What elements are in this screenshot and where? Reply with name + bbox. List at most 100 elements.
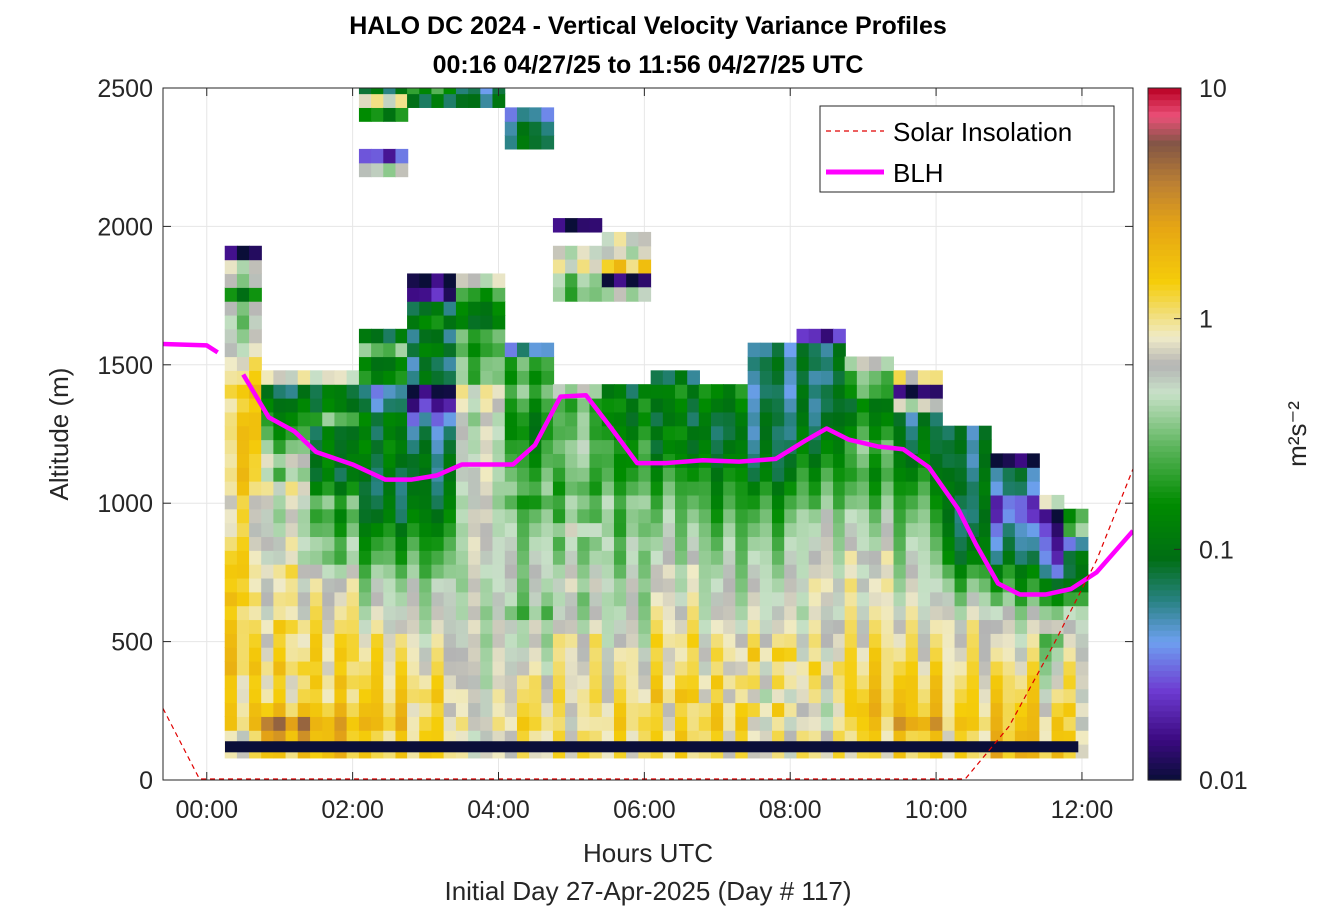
heatmap-cell bbox=[224, 702, 238, 717]
heatmap-cell bbox=[443, 591, 457, 607]
heatmap-cell bbox=[893, 730, 907, 745]
heatmap-cell bbox=[772, 688, 785, 704]
heatmap-cell bbox=[675, 550, 688, 565]
colorbar-segment bbox=[1148, 157, 1181, 164]
heatmap-cell bbox=[371, 674, 384, 690]
heatmap-cell bbox=[285, 674, 299, 690]
heatmap-cell bbox=[455, 481, 469, 496]
heatmap-cell bbox=[613, 730, 627, 745]
heatmap-cell bbox=[930, 660, 943, 676]
heatmap-cell bbox=[978, 619, 992, 634]
heatmap-cell bbox=[626, 467, 639, 482]
heatmap-cell bbox=[371, 564, 384, 579]
x-axis-label-day: Initial Day 27-Apr-2025 (Day # 117) bbox=[444, 876, 851, 906]
heatmap-cell bbox=[492, 301, 506, 316]
heatmap-cell bbox=[710, 619, 724, 634]
heatmap-cell bbox=[383, 93, 397, 108]
heatmap-cell bbox=[893, 564, 907, 579]
heatmap-cell bbox=[893, 398, 907, 413]
colorbar-segment bbox=[1148, 330, 1181, 337]
heatmap-cell bbox=[395, 356, 409, 371]
heatmap-cell bbox=[808, 564, 822, 579]
heatmap-cell bbox=[407, 328, 420, 344]
heatmap-cell bbox=[443, 342, 457, 358]
heatmap-cell bbox=[1027, 660, 1040, 676]
heatmap-cell bbox=[966, 619, 980, 634]
heatmap-cell bbox=[310, 370, 323, 385]
colorbar-segment bbox=[1148, 716, 1181, 723]
heatmap-cell bbox=[784, 730, 797, 745]
heatmap-cell bbox=[856, 494, 870, 510]
heatmap-cell bbox=[552, 688, 566, 704]
heatmap-cell bbox=[383, 425, 397, 441]
heatmap-cell bbox=[820, 481, 834, 496]
heatmap-cell bbox=[419, 577, 433, 593]
heatmap-cell bbox=[310, 564, 323, 579]
heatmap-cell bbox=[504, 107, 518, 122]
heatmap-cell bbox=[710, 688, 724, 704]
heatmap-cell bbox=[735, 467, 749, 482]
heatmap-cell bbox=[541, 467, 555, 482]
heatmap-cell bbox=[504, 605, 518, 621]
heatmap-cell bbox=[565, 287, 578, 302]
heatmap-cell bbox=[310, 647, 323, 662]
heatmap-cell bbox=[273, 647, 287, 662]
colorbar-segment bbox=[1148, 364, 1181, 372]
heatmap-cell bbox=[480, 370, 494, 385]
heatmap-cell bbox=[371, 481, 384, 496]
heatmap-cell bbox=[808, 633, 822, 648]
heatmap-cell bbox=[698, 702, 712, 717]
heatmap-cell bbox=[820, 550, 834, 565]
heatmap-cell bbox=[224, 259, 238, 275]
heatmap-cell bbox=[431, 494, 445, 510]
heatmap-cell bbox=[358, 591, 372, 607]
heatmap-cell bbox=[529, 619, 542, 634]
heatmap-cell bbox=[273, 536, 287, 551]
heatmap-cell bbox=[371, 328, 384, 344]
colorbar-segment bbox=[1148, 387, 1181, 395]
heatmap-cell bbox=[917, 674, 931, 690]
heatmap-cell bbox=[626, 577, 639, 593]
heatmap-cell bbox=[833, 605, 846, 621]
heatmap-cell bbox=[930, 564, 943, 579]
heatmap-cell bbox=[468, 633, 481, 648]
heatmap-cell bbox=[844, 356, 858, 371]
heatmap-cell bbox=[541, 660, 555, 676]
heatmap-cell bbox=[285, 536, 299, 551]
colorbar-segment bbox=[1148, 307, 1181, 314]
heatmap-cell bbox=[455, 605, 469, 621]
heatmap-cell bbox=[310, 633, 323, 648]
heatmap-cell bbox=[966, 633, 980, 648]
heatmap-cell bbox=[735, 550, 749, 565]
heatmap-cell bbox=[383, 162, 397, 178]
heatmap-cell bbox=[455, 730, 469, 745]
heatmap-cell bbox=[504, 674, 518, 690]
heatmap-cell bbox=[455, 93, 469, 108]
heatmap-cell bbox=[1014, 564, 1028, 579]
heatmap-cell bbox=[626, 287, 639, 302]
heatmap-cell bbox=[516, 674, 530, 690]
heatmap-cell bbox=[334, 439, 348, 454]
heatmap-cell bbox=[942, 730, 956, 745]
colorbar-segment bbox=[1148, 745, 1181, 752]
heatmap-cell bbox=[395, 577, 409, 593]
heatmap-cell bbox=[455, 536, 469, 551]
heatmap-cell bbox=[759, 633, 773, 648]
heatmap-cell bbox=[808, 536, 822, 551]
heatmap-cell bbox=[358, 356, 372, 371]
heatmap-cell bbox=[675, 688, 688, 704]
heatmap-cell bbox=[942, 425, 956, 441]
heatmap-cell bbox=[990, 619, 1004, 634]
heatmap-cell bbox=[638, 536, 652, 551]
heatmap-cell bbox=[419, 674, 433, 690]
heatmap-cell bbox=[565, 605, 578, 621]
heatmap-cell bbox=[1063, 619, 1077, 634]
heatmap-cell bbox=[419, 93, 433, 108]
heatmap-cell bbox=[310, 384, 323, 399]
heatmap-cell bbox=[626, 619, 639, 634]
heatmap-cell bbox=[808, 356, 822, 371]
heatmap-cell bbox=[687, 481, 700, 496]
heatmap-cell bbox=[346, 577, 360, 593]
heatmap-cell bbox=[856, 467, 870, 482]
heatmap-cell bbox=[1051, 688, 1065, 704]
